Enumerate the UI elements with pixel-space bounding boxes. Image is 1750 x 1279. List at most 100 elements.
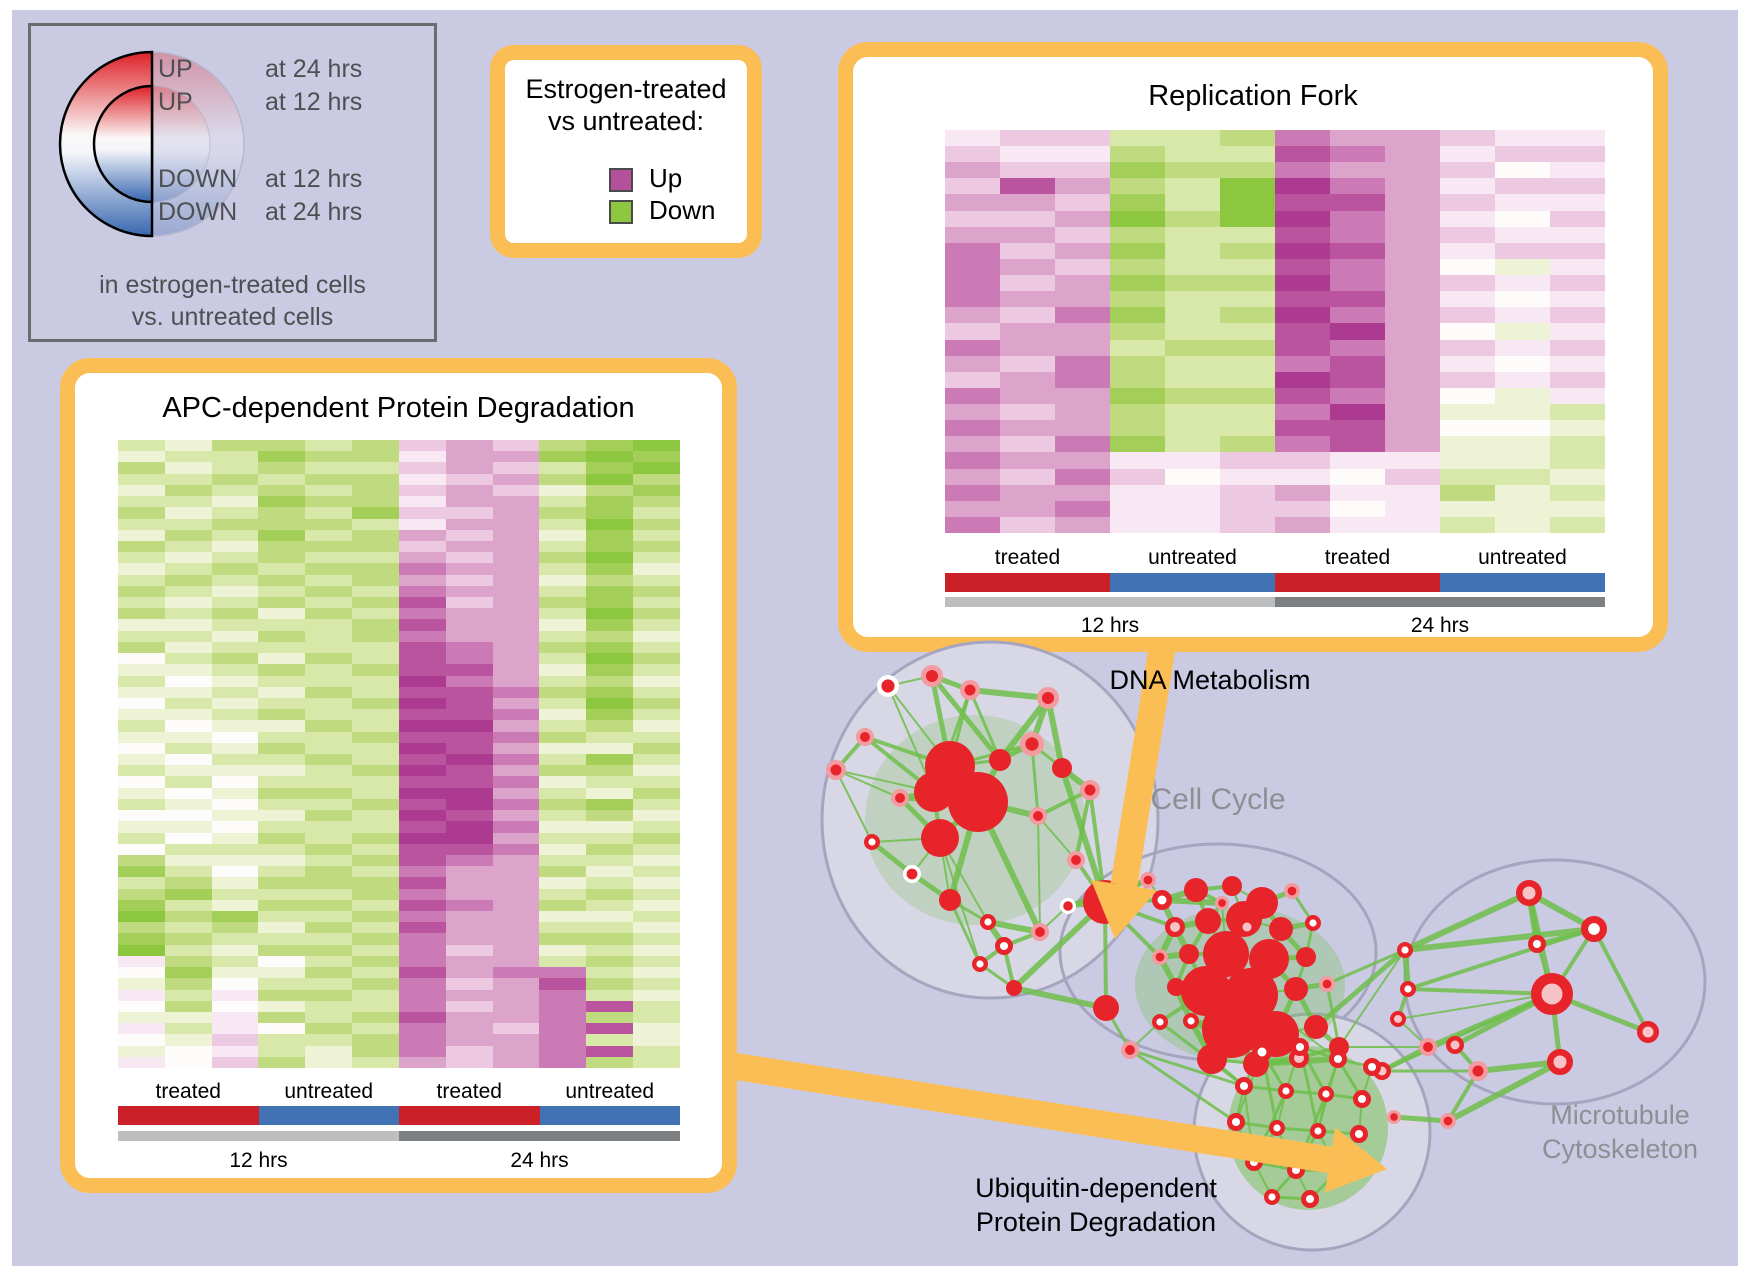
apc-bar-treated-24 (399, 1106, 540, 1125)
heatmap-cell (1000, 194, 1055, 211)
heatmap-cell (398, 484, 446, 497)
heatmap-cell (539, 552, 587, 564)
heatmap-cell (445, 888, 493, 900)
heatmap-cell (258, 552, 306, 564)
heatmap-cell (1330, 452, 1385, 469)
heatmap-cell (258, 451, 306, 463)
heatmap-cell (211, 686, 259, 698)
heatmap-cell (398, 440, 446, 452)
circle-legend-caption-1: in estrogen-treated cells (99, 271, 366, 299)
heatmap-cell (539, 597, 587, 609)
heatmap-cell (445, 944, 493, 956)
heatmap-cell (352, 574, 399, 586)
heatmap-cell (258, 742, 306, 754)
heatmap-cell (1330, 210, 1385, 227)
heatmap-cell (1275, 339, 1330, 356)
heatmap-cell (1275, 275, 1330, 292)
heatmap-cell (211, 619, 259, 631)
heatmap-cell (258, 641, 306, 654)
heatmap-cell (305, 1023, 353, 1035)
heatmap-cell (539, 585, 587, 597)
heatmap-cell (445, 608, 493, 620)
heatmap-cell (539, 1000, 587, 1012)
heatmap-cell (398, 496, 446, 508)
heatmap-cell (258, 585, 306, 597)
heatmap-cell (633, 1045, 680, 1057)
heatmap-cell (211, 496, 259, 508)
heatmap-cell (258, 967, 306, 979)
heatmap-cell (945, 387, 1000, 405)
heatmap-cell (1330, 355, 1385, 372)
heatmap-cell (258, 686, 306, 698)
heatmap-cell (1330, 323, 1385, 340)
heatmap-cell (539, 967, 587, 979)
heatmap-cell (1110, 226, 1165, 243)
heatmap-cell (633, 440, 680, 452)
rf-group-treated-12: treated (994, 546, 1061, 569)
heatmap-cell (305, 765, 353, 777)
heatmap-cell (945, 291, 1000, 308)
heatmap-cell (305, 978, 353, 990)
heatmap-cell (586, 742, 634, 754)
heatmap-cell (1110, 323, 1165, 340)
heatmap-cell (633, 754, 680, 766)
heatmap-cell (945, 500, 1000, 517)
up-swatch-label: Up (649, 163, 683, 193)
heatmap-cell (164, 675, 212, 687)
up-color-swatch (609, 168, 633, 192)
heatmap-cell (352, 1056, 399, 1068)
heatmap-cell (1495, 484, 1550, 501)
heatmap-cell (1220, 420, 1275, 437)
heatmap-cell (1000, 242, 1055, 259)
heatmap-cell (1275, 258, 1330, 276)
heatmap-cell (1550, 146, 1605, 163)
replication-fork-panel: Replication Fork treated untreated treat… (838, 42, 1668, 652)
heatmap-cell (211, 955, 259, 968)
heatmap-cell (492, 686, 540, 698)
heatmap-cell (1275, 404, 1330, 421)
heatmap-cell (633, 899, 680, 911)
heatmap-cell (586, 574, 634, 586)
heatmap-cell (1110, 291, 1165, 308)
heatmap-cell (445, 686, 493, 698)
heatmap-cell (1385, 307, 1440, 324)
heatmap-cell (445, 798, 493, 811)
heatmap-cell (445, 1011, 493, 1024)
heatmap-cell (1000, 500, 1055, 517)
heatmap-cell (1220, 258, 1275, 276)
heatmap-cell (398, 585, 446, 597)
heatmap-cell (118, 473, 165, 485)
heatmap-cell (445, 765, 493, 777)
heatmap-cell (1495, 291, 1550, 308)
heatmap-cell (539, 877, 587, 889)
heatmap-cell (305, 484, 353, 497)
heatmap-cell (164, 484, 212, 497)
heatmap-cell (352, 585, 399, 597)
heatmap-cell (539, 1045, 587, 1057)
heatmap-cell (118, 552, 165, 564)
heatmap-cell (211, 776, 259, 788)
heatmap-cell (633, 821, 680, 833)
heatmap-cell (258, 989, 306, 1001)
heatmap-cell (1440, 226, 1495, 243)
heatmap-cell (945, 404, 1000, 421)
heatmap-cell (352, 843, 399, 855)
heatmap-cell (118, 877, 165, 889)
heatmap-cell (586, 563, 634, 575)
heatmap-cell (164, 989, 212, 1001)
heatmap-cell (305, 697, 353, 710)
heatmap-cell (633, 765, 680, 777)
heatmap-cell (164, 877, 212, 889)
heatmap-cell (1000, 404, 1055, 421)
heatmap-cell (492, 462, 540, 474)
heatmap-cell (164, 619, 212, 631)
heatmap-cell (164, 776, 212, 788)
heatmap-cell (633, 843, 680, 855)
heatmap-cell (305, 563, 353, 575)
heatmap-cell (258, 978, 306, 990)
heatmap-cell (539, 496, 587, 508)
up-24-time: at 24 hrs (265, 55, 363, 83)
heatmap-cell (1165, 226, 1220, 243)
heatmap-cell (586, 854, 634, 867)
heatmap-cell (398, 1000, 446, 1012)
